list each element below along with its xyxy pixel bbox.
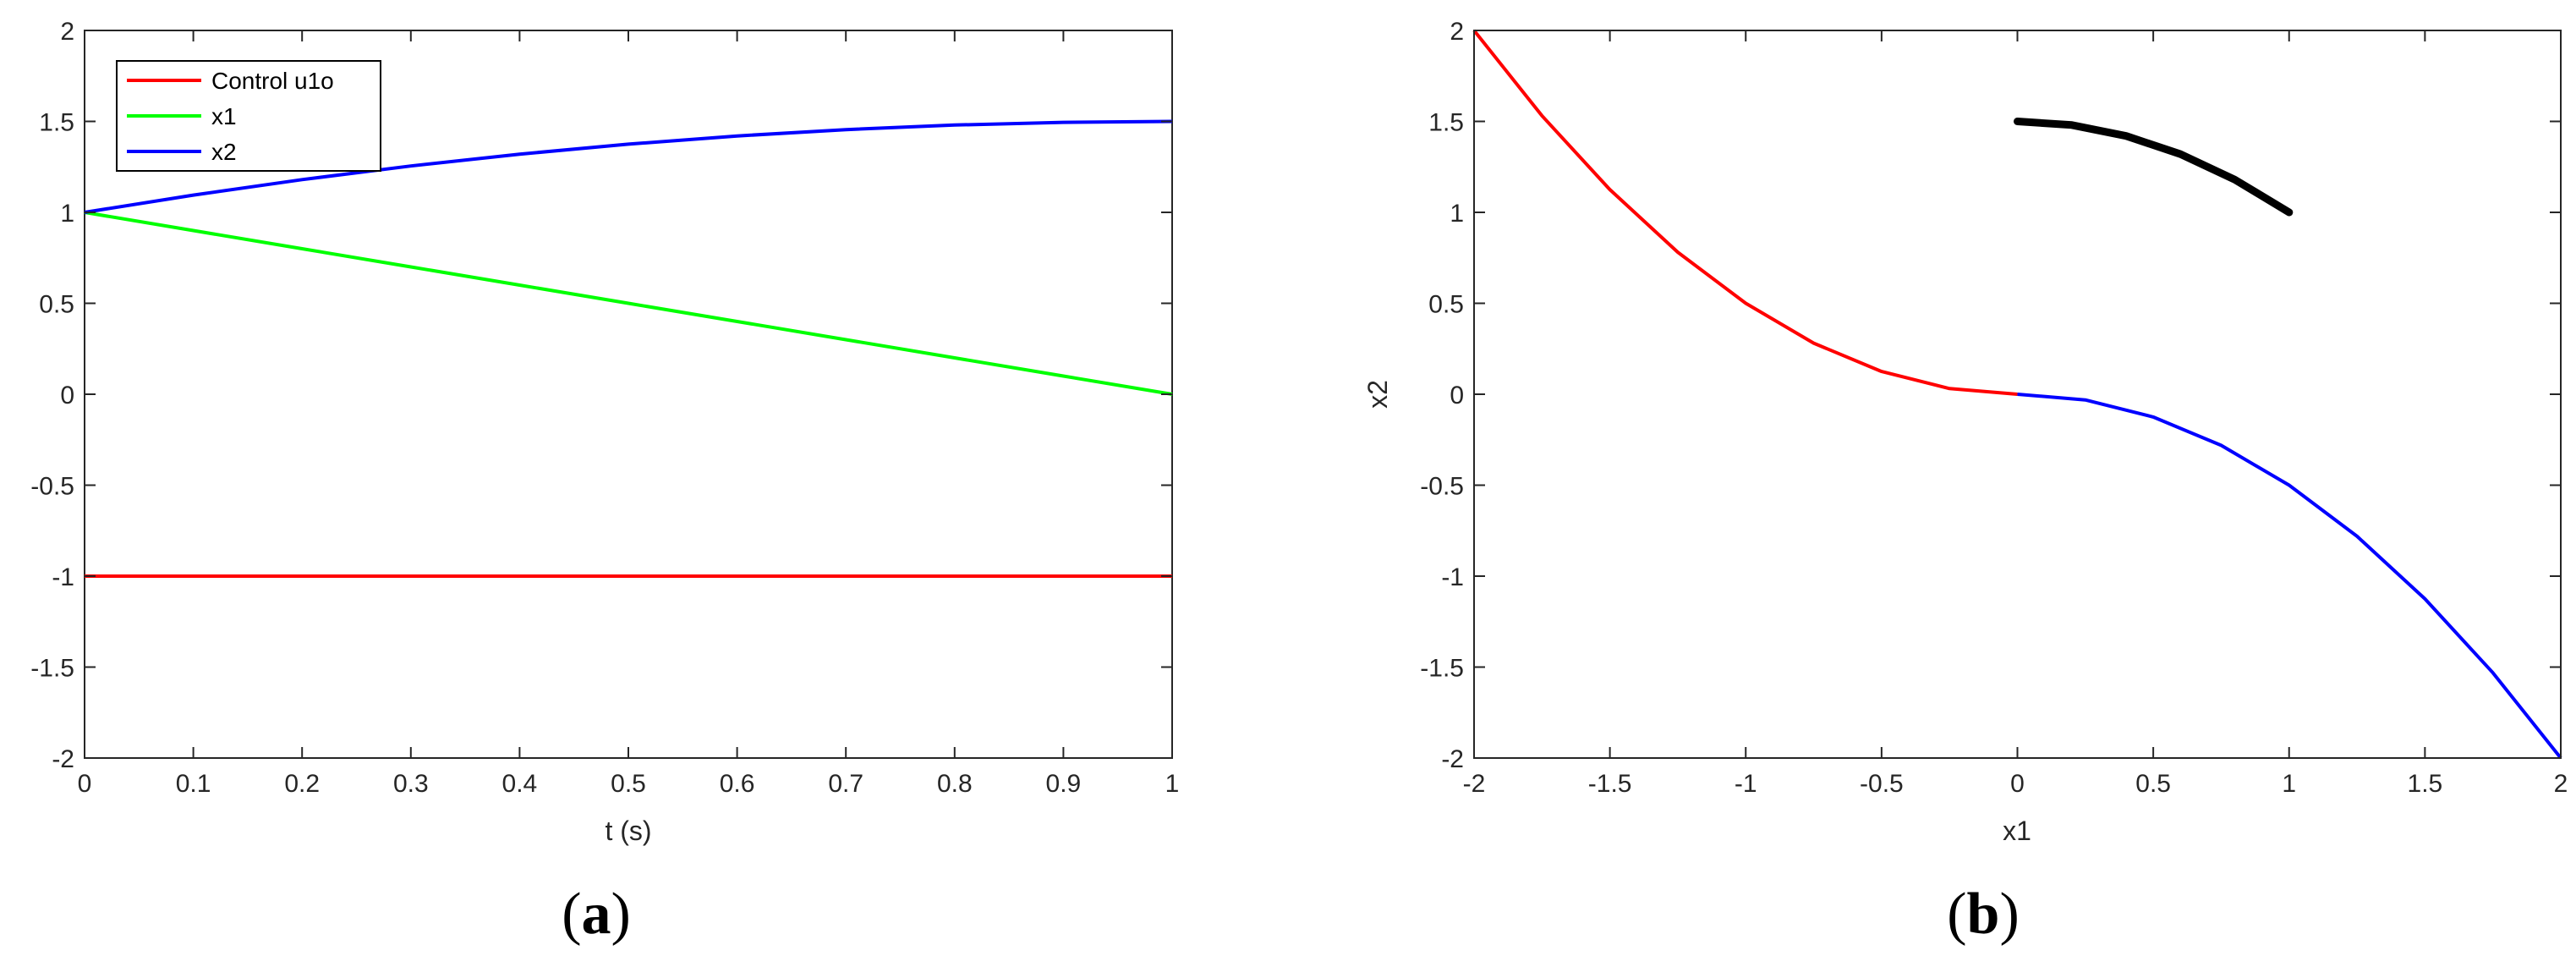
- chart-panel-b: -2 -1.5 -1 -0.5 0 0.5 1 1.5 2 -2 -1.5 -1 -0.5 0 0.5 1 1.…: [1362, 18, 2568, 947]
- y-tick-label: -1: [1441, 563, 1464, 591]
- series-group-b: [1472, 29, 2562, 760]
- x-tick-label: 0: [78, 770, 92, 798]
- chart-panel-a: 0 0.1 0.2 0.3 0.4 0.5 0.6 0.7 0.8 0.9 1 -2 -1.5 -1 -0.…: [30, 18, 1179, 947]
- x-tick-label: 0.2: [284, 770, 320, 798]
- x-tick-label: 0.4: [502, 770, 538, 798]
- series-line-b-3: [2014, 118, 2294, 217]
- y-tick-label: -0.5: [1420, 473, 1464, 501]
- x-tick-label: 0.6: [720, 770, 755, 798]
- y-tick-label: 2: [60, 18, 74, 46]
- legend-a: Control u1o x1 x2: [116, 60, 381, 172]
- x-tick-label: 0.5: [611, 770, 646, 798]
- y-tick-label: 0: [60, 382, 74, 409]
- x-axis-label-a: t (s): [605, 816, 651, 846]
- y-tick-label: 0.5: [39, 291, 74, 319]
- x-axis-label-b: x1: [2003, 816, 2031, 846]
- y-tick-label: 2: [1450, 18, 1464, 46]
- x-tick-label: 2: [2554, 770, 2568, 798]
- panel-label-a: (a): [562, 882, 631, 947]
- x-tick-label: 0.3: [393, 770, 429, 798]
- y-tick-label: 0: [1450, 382, 1464, 409]
- panel-label-b: (b): [1947, 882, 2020, 947]
- y-tick-label: -2: [52, 745, 74, 773]
- series-line-a-x1: [84, 211, 1173, 396]
- y-tick-label: -1.5: [30, 655, 74, 683]
- legend-label-control-u1o: Control u1o: [211, 68, 334, 94]
- y-tick-label: 1.5: [1428, 109, 1464, 137]
- x-tick-label: 1: [1165, 770, 1180, 798]
- series-line-b-1: [1472, 29, 2018, 396]
- x-tick-label: -0.5: [1860, 770, 1904, 798]
- y-tick-label: -1.5: [1420, 655, 1464, 683]
- x-tick-label: 0: [2010, 770, 2025, 798]
- ticks-group-a: 0 0.1 0.2 0.3 0.4 0.5 0.6 0.7 0.8 0.9 1 -2 -1.5 -1 -0.…: [30, 18, 1179, 798]
- y-tick-label: 1.5: [39, 109, 74, 137]
- x-tick-label: 0.8: [937, 770, 973, 798]
- series-line-a-x2: [84, 119, 1173, 214]
- x-tick-label: 1: [2282, 770, 2296, 798]
- x-tick-label: 1.5: [2408, 770, 2443, 798]
- x-tick-label: 0.1: [176, 770, 211, 798]
- y-tick-label: -2: [1441, 745, 1464, 773]
- x-tick-label: 0.9: [1046, 770, 1082, 798]
- legend-label-x2: x2: [211, 139, 237, 165]
- x-tick-label: -1: [1735, 770, 1757, 798]
- ticks-group-b: -2 -1.5 -1 -0.5 0 0.5 1 1.5 2 -2 -1.5 -1 -0.5 0 0.5 1 1.…: [1420, 18, 2568, 798]
- y-tick-label: 0.5: [1428, 291, 1464, 319]
- y-tick-label: -0.5: [30, 473, 74, 501]
- series-group-a: [84, 119, 1173, 578]
- panel-letter-b: b: [1967, 882, 2000, 947]
- y-tick-label: 1: [60, 200, 74, 228]
- x-tick-label: 0.7: [828, 770, 863, 798]
- panel-letter-a: a: [582, 882, 611, 947]
- legend-label-x1: x1: [211, 103, 237, 129]
- y-tick-label: -1: [52, 563, 74, 591]
- x-tick-label: -1.5: [1588, 770, 1632, 798]
- x-tick-label: -2: [1463, 770, 1486, 798]
- y-axis-label-b: x2: [1362, 380, 1393, 409]
- x-tick-label: 0.5: [2135, 770, 2171, 798]
- series-line-b-2: [2017, 393, 2562, 760]
- y-tick-label: 1: [1450, 200, 1464, 228]
